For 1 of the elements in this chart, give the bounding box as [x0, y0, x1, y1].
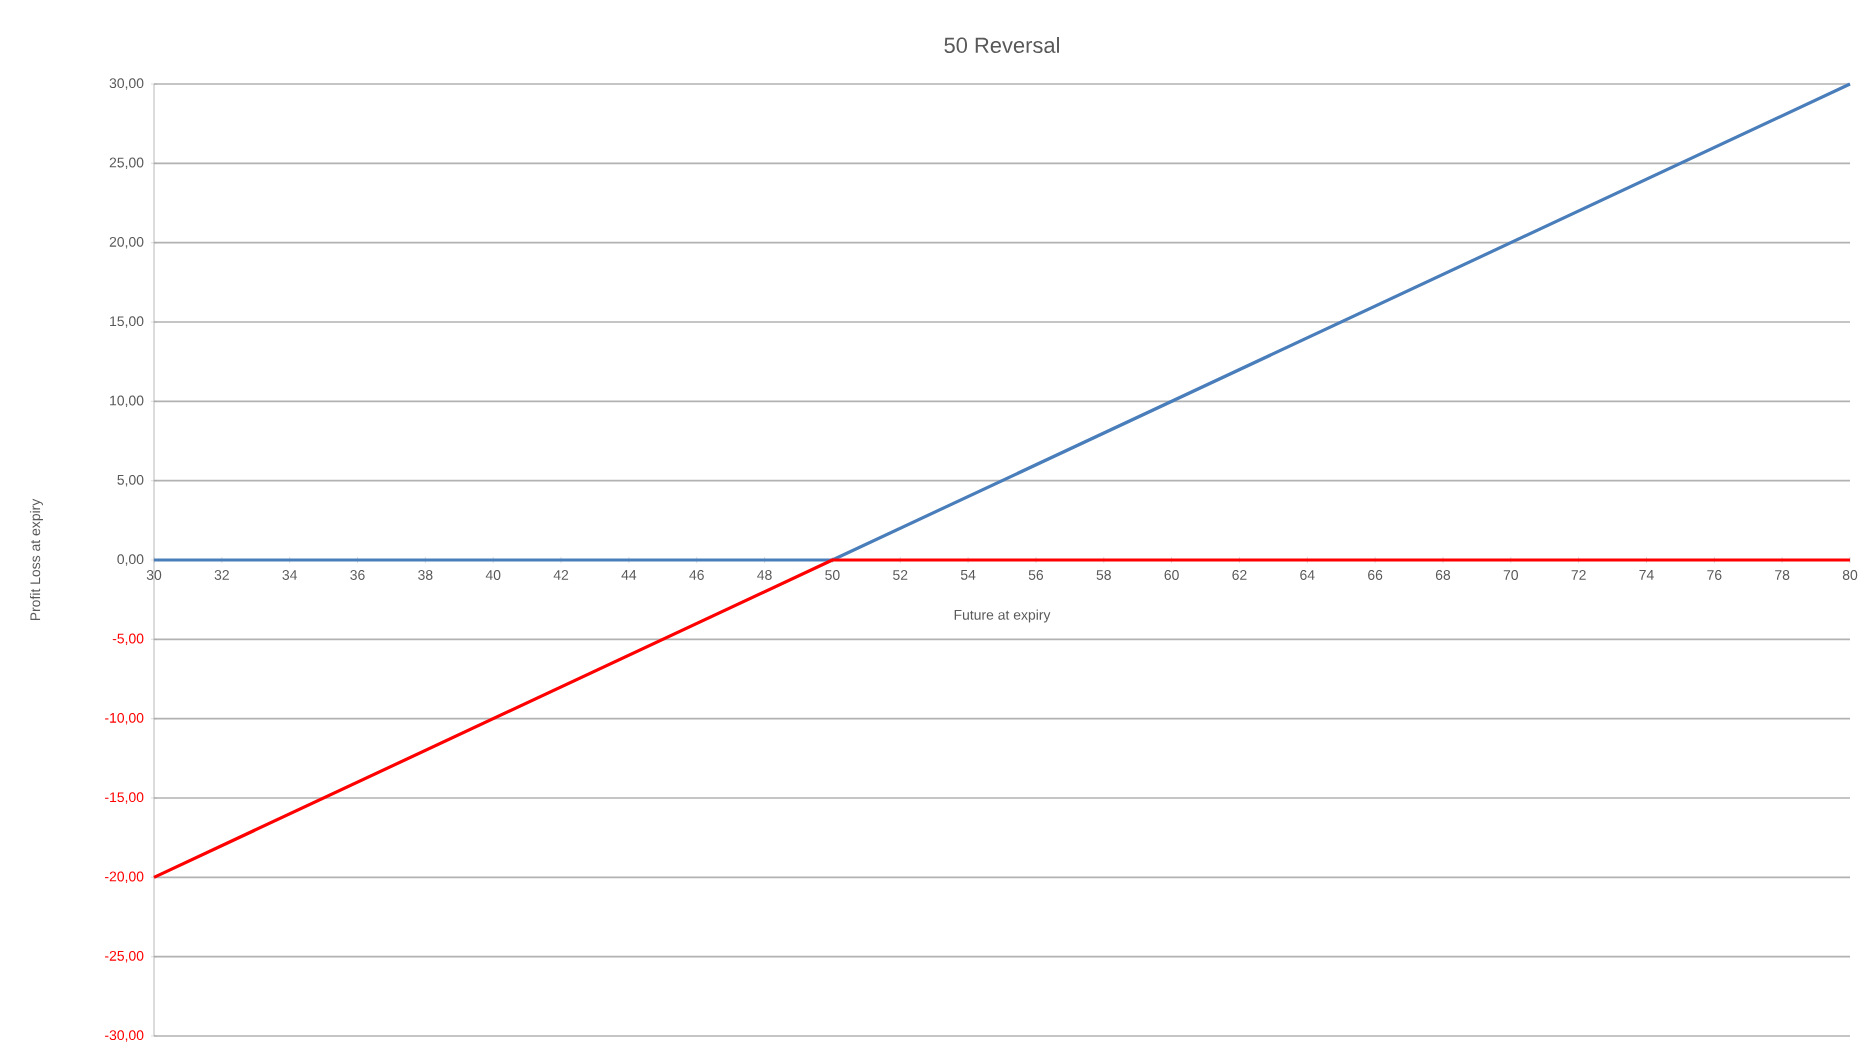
chart-title: 50 Reversal — [944, 36, 1059, 54]
